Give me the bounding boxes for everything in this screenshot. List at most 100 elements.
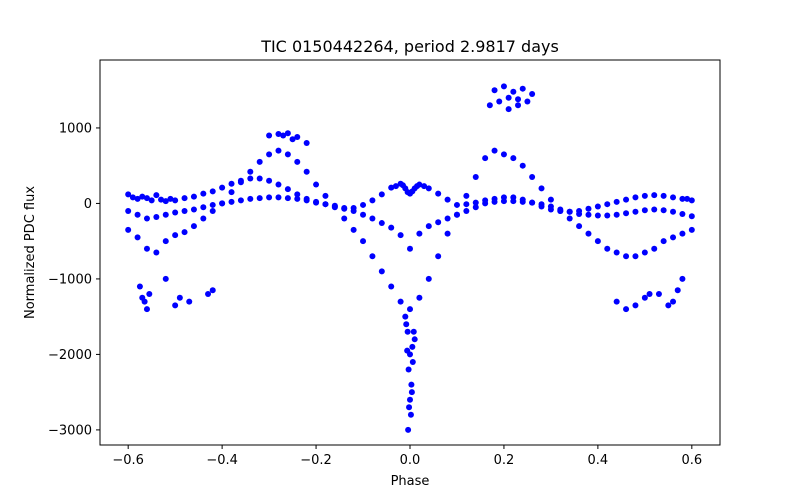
data-point	[472, 199, 479, 206]
data-point	[303, 168, 310, 175]
data-point	[303, 140, 310, 147]
data-point	[679, 230, 686, 237]
data-point	[524, 98, 531, 105]
y-tick-label: −3000	[48, 423, 92, 438]
data-point	[322, 201, 329, 208]
data-point	[463, 192, 470, 199]
data-point	[313, 199, 320, 206]
data-point	[129, 194, 136, 201]
data-point	[205, 291, 212, 298]
data-point	[641, 294, 648, 301]
data-point	[688, 213, 695, 220]
data-point	[200, 190, 207, 197]
data-point	[688, 226, 695, 233]
data-point	[190, 193, 197, 200]
data-point	[143, 306, 150, 313]
data-point	[388, 184, 395, 191]
x-tick-label: 0.2	[494, 453, 515, 468]
data-point	[547, 196, 554, 203]
data-point	[613, 249, 620, 256]
data-point	[435, 219, 442, 226]
data-point	[162, 198, 169, 205]
data-point	[623, 253, 630, 260]
data-point	[405, 366, 412, 373]
data-point	[369, 197, 376, 204]
data-point	[566, 215, 573, 222]
data-point	[247, 175, 254, 182]
data-point	[594, 212, 601, 219]
data-point	[670, 298, 677, 305]
data-point	[491, 198, 498, 205]
data-point	[360, 238, 367, 245]
data-point	[425, 223, 432, 230]
data-point	[139, 193, 146, 200]
data-point	[209, 201, 216, 208]
data-point	[515, 102, 522, 109]
data-point	[172, 209, 179, 216]
data-point	[416, 181, 423, 188]
data-point	[679, 275, 686, 282]
data-point	[125, 191, 132, 198]
data-point	[266, 132, 273, 139]
data-point	[181, 195, 188, 202]
data-point	[200, 204, 207, 211]
data-point	[294, 195, 301, 202]
data-point	[143, 215, 150, 222]
data-point	[247, 168, 254, 175]
data-point	[576, 223, 583, 230]
data-point	[275, 181, 282, 188]
data-point	[143, 195, 150, 202]
data-point	[172, 302, 179, 309]
data-point	[538, 201, 545, 208]
data-point	[162, 211, 169, 218]
data-point	[482, 200, 489, 207]
data-point	[547, 203, 554, 210]
data-point	[148, 197, 155, 204]
data-point	[237, 197, 244, 204]
data-point	[604, 212, 611, 219]
data-point	[566, 208, 573, 215]
data-point	[190, 223, 197, 230]
data-point	[519, 198, 526, 205]
data-point	[421, 183, 428, 190]
data-point	[134, 195, 141, 202]
x-axis-label: Phase	[391, 474, 430, 489]
chart-title: TIC 0150442264, period 2.9817 days	[260, 37, 559, 56]
data-point	[510, 88, 517, 95]
data-point	[266, 177, 273, 184]
data-point	[410, 328, 417, 335]
data-point	[505, 94, 512, 101]
data-point	[670, 194, 677, 201]
data-point	[200, 215, 207, 222]
data-point	[435, 190, 442, 197]
data-point	[294, 134, 301, 140]
data-point	[378, 268, 385, 275]
data-point	[585, 211, 592, 218]
data-point	[407, 411, 414, 418]
data-point	[360, 201, 367, 208]
data-point	[604, 201, 611, 208]
data-point	[136, 283, 143, 290]
data-point	[472, 174, 479, 181]
data-point	[623, 306, 630, 313]
data-point	[660, 192, 667, 199]
data-point	[519, 162, 526, 169]
data-point	[425, 275, 432, 282]
data-point	[435, 253, 442, 260]
data-point	[406, 404, 413, 411]
data-point	[409, 343, 416, 350]
data-point	[256, 175, 263, 182]
data-point	[651, 245, 658, 252]
data-point	[500, 198, 507, 205]
data-point	[416, 294, 423, 301]
data-point	[651, 206, 658, 213]
data-point	[641, 249, 648, 256]
data-point	[655, 291, 662, 298]
y-axis: −3000 −2000 −1000 0 1000	[48, 121, 100, 438]
data-point	[576, 211, 583, 217]
data-point	[632, 302, 639, 309]
data-point	[275, 130, 282, 137]
data-point	[162, 238, 169, 245]
data-point	[404, 347, 411, 354]
